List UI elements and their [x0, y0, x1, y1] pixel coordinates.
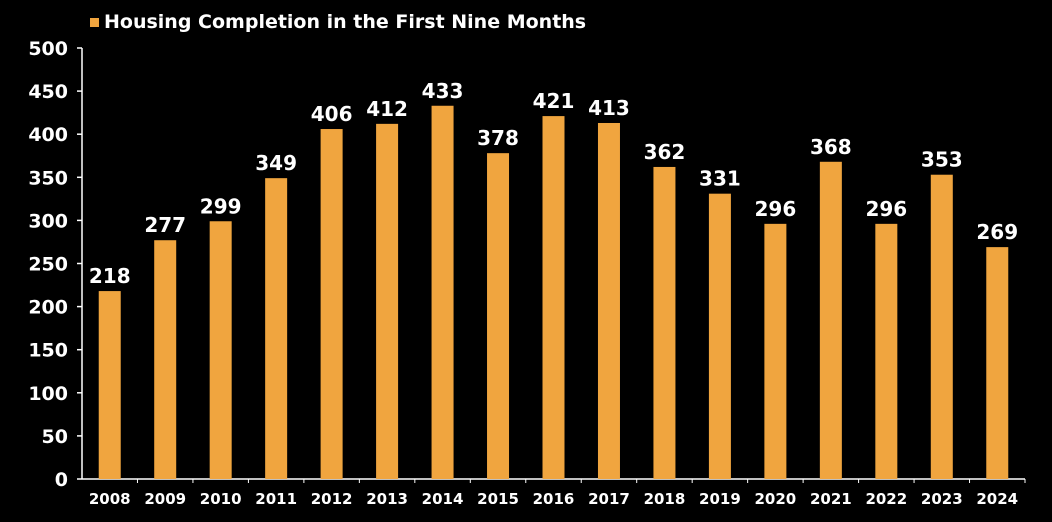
bar-2012	[320, 129, 343, 479]
bar-2013	[376, 123, 399, 479]
bar-2009	[154, 240, 177, 479]
x-tick-label-2009: 2009	[144, 490, 186, 508]
data-label-2008: 218	[89, 264, 131, 288]
x-tick-label-2014: 2014	[422, 490, 464, 508]
x-tick-label-2020: 2020	[755, 490, 797, 508]
x-tick-label-2021: 2021	[810, 490, 852, 508]
data-label-2012: 406	[311, 102, 353, 126]
y-tick-label: 450	[28, 81, 68, 103]
legend-swatch	[90, 17, 99, 27]
data-label-2016: 421	[533, 89, 575, 113]
bar-2008	[98, 291, 121, 479]
y-tick-label: 0	[55, 469, 68, 491]
data-label-2017: 413	[588, 96, 630, 120]
x-tick-label-2022: 2022	[865, 490, 907, 508]
bar-2015	[487, 153, 510, 479]
bar-2023	[930, 174, 953, 480]
data-label-2010: 299	[200, 194, 242, 218]
y-tick-label: 350	[28, 167, 68, 189]
x-tick-label-2017: 2017	[588, 490, 630, 508]
data-label-2024: 269	[976, 220, 1018, 244]
bar-2018	[653, 166, 676, 479]
y-tick-label: 200	[28, 297, 68, 319]
y-tick-label: 500	[28, 38, 68, 60]
data-label-2018: 362	[644, 140, 686, 164]
bar-2016	[542, 116, 565, 480]
x-tick-label-2008: 2008	[89, 490, 131, 508]
y-tick-label: 50	[42, 426, 68, 448]
y-tick-label: 100	[28, 383, 68, 405]
data-label-2015: 378	[477, 126, 519, 150]
bar-2022	[875, 223, 898, 479]
x-tick-label-2023: 2023	[921, 490, 963, 508]
data-label-2009: 277	[144, 213, 186, 237]
x-tick-label-2011: 2011	[255, 490, 297, 508]
x-tick-label-2024: 2024	[976, 490, 1018, 508]
legend-label: Housing Completion in the First Nine Mon…	[104, 11, 587, 33]
bar-2021	[819, 161, 842, 479]
data-label-2023: 353	[921, 148, 963, 172]
bar-2010	[209, 221, 232, 479]
data-label-2022: 296	[865, 197, 907, 221]
x-tick-label-2012: 2012	[311, 490, 353, 508]
x-tick-label-2013: 2013	[366, 490, 408, 508]
y-tick-label: 150	[28, 340, 68, 362]
bar-2011	[265, 178, 288, 480]
x-tick-label-2016: 2016	[533, 490, 575, 508]
y-tick-label: 250	[28, 254, 68, 276]
y-tick-label: 300	[28, 210, 68, 232]
bar-2017	[597, 122, 620, 479]
y-tick-label: 400	[28, 124, 68, 146]
bar-2014	[431, 105, 454, 479]
data-label-2013: 412	[366, 97, 408, 121]
x-tick-label-2015: 2015	[477, 490, 519, 508]
x-tick-label-2019: 2019	[699, 490, 741, 508]
data-label-2014: 433	[422, 79, 464, 103]
x-tick-label-2018: 2018	[644, 490, 686, 508]
data-label-2019: 331	[699, 167, 741, 191]
x-tick-label-2010: 2010	[200, 490, 242, 508]
data-label-2011: 349	[255, 151, 297, 175]
data-label-2021: 368	[810, 135, 852, 159]
bar-2024	[986, 247, 1009, 479]
legend: Housing Completion in the First Nine Mon…	[90, 10, 586, 34]
bar-2019	[708, 193, 731, 480]
data-label-2020: 296	[755, 197, 797, 221]
bar-2020	[764, 223, 787, 479]
